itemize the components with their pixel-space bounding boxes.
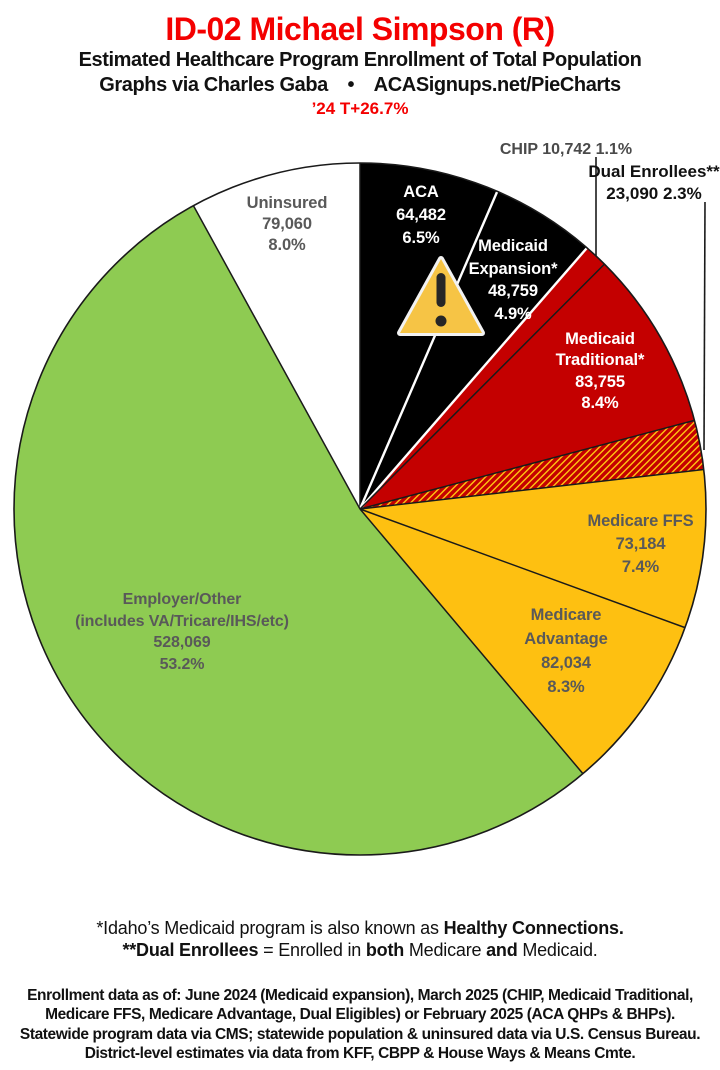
- slice-label-medicare-ffs: Medicare FFS 73,184 7.4%: [587, 512, 694, 576]
- footnote-line: **Dual Enrollees = Enrolled in both Medi…: [122, 939, 598, 960]
- dual-enrollees-callout-line: [703, 201, 706, 451]
- slice-divider: [359, 508, 686, 629]
- slice-divider: [359, 508, 584, 775]
- source-line: Statewide program data via CMS; statewid…: [19, 1025, 701, 1043]
- slice-divider: [359, 419, 695, 510]
- slice-divider: [358, 190, 499, 510]
- slice-label-medicare-advantage: Medicare Advantage 82,034 8.3%: [524, 606, 608, 696]
- pie-slice-employer-other: [14, 205, 583, 855]
- slice-label-medicaid-expansion: Medicaid Expansion* 48,759 4.9%: [468, 237, 558, 323]
- footnote-definitions: *Idaho’s Medicaid program is also known …: [0, 918, 720, 961]
- warning-triangle-icon: [397, 256, 485, 336]
- pie-slice-medicaid-expansion: [360, 191, 587, 509]
- dual-enrollees-callout-label: Dual Enrollees** 23,090 2.3%: [588, 162, 720, 203]
- page-subtitle: Estimated Healthcare Program Enrollment …: [78, 49, 642, 71]
- pie-slice-medicare-ffs: [360, 469, 706, 628]
- chip-callout-label: CHIP 10,742 1.1%: [499, 141, 633, 158]
- footnote-sources: Enrollment data as of: June 2024 (Medica…: [0, 986, 720, 1063]
- slice-label-uninsured: Uninsured 79,060 8.0%: [246, 194, 328, 254]
- slice-divider: [192, 205, 361, 510]
- enrollment-pie-chart: [13, 157, 707, 856]
- pie-slice-medicare-advantage: [360, 509, 686, 774]
- slice-label-aca: ACA 64,482 6.5%: [396, 183, 446, 247]
- page-title: ID-02 Michael Simpson (R): [165, 11, 555, 47]
- source-line: District-level estimates via data from K…: [84, 1044, 636, 1062]
- pie-slice-medicaid-traditional: [360, 264, 695, 509]
- source-line: Medicare FFS, Medicare Advantage, Dual E…: [45, 1006, 675, 1024]
- slice-divider: [359, 468, 704, 510]
- slice-label-medicaid-traditional: Medicaid Traditional* 83,755 8.4%: [555, 330, 645, 412]
- pie-slice-uninsured: [193, 163, 360, 509]
- slice-divider: [359, 247, 588, 510]
- slice-label-employer-other: Employer/Other (includes VA/Tricare/IHS/…: [75, 591, 289, 673]
- pie-chart-area: ACA 64,482 6.5% Medicaid Expansion* 48,7…: [0, 140, 720, 905]
- footnote-line: *Idaho’s Medicaid program is also known …: [96, 918, 624, 938]
- slice-divider: [359, 263, 606, 510]
- byline: Graphs via Charles Gaba • ACASignups.net…: [99, 74, 621, 96]
- trend-note: ’24 T+26.7%: [311, 99, 409, 118]
- source-line: Enrollment data as of: June 2024 (Medica…: [27, 987, 693, 1004]
- pie-outline: [13, 162, 707, 856]
- pie-slice-chip: [360, 247, 605, 509]
